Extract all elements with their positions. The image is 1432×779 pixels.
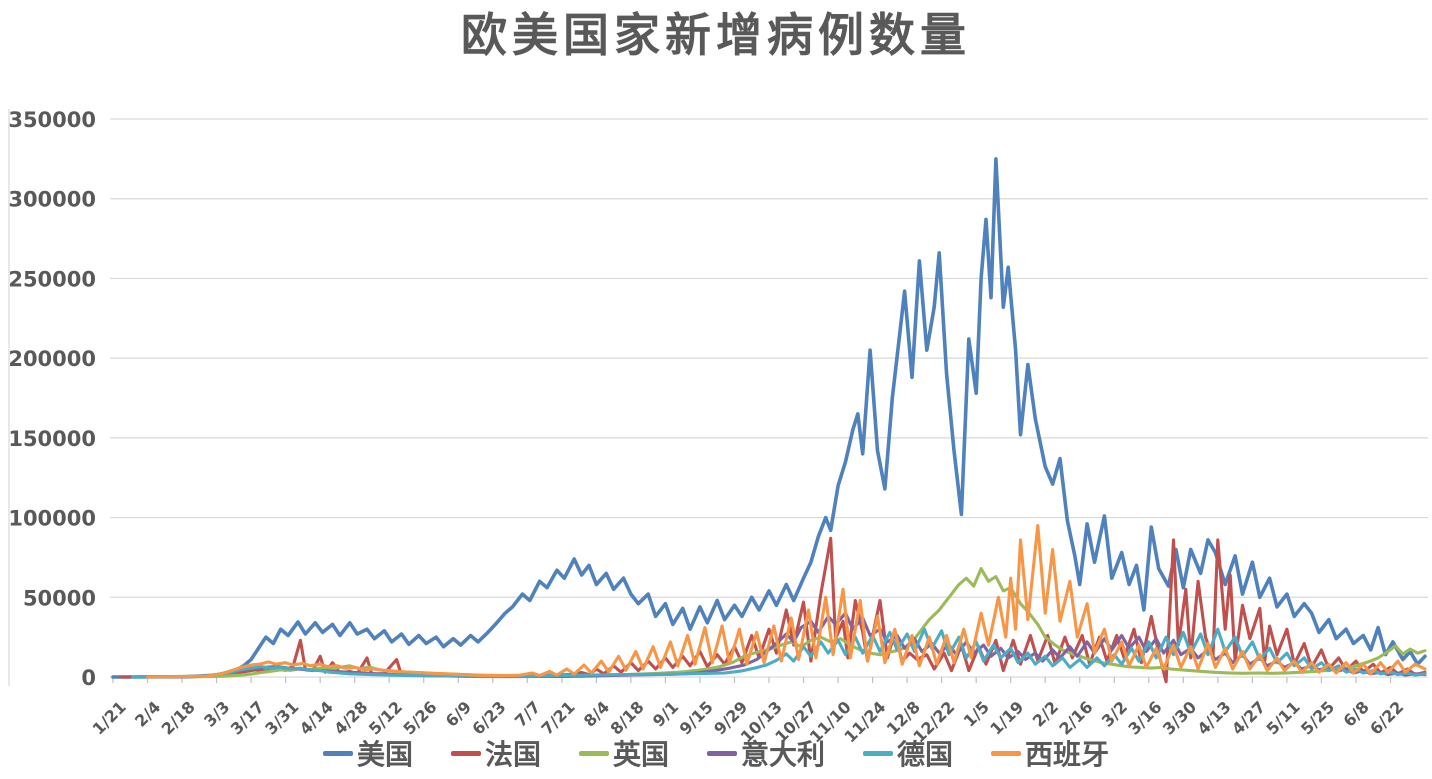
legend-item-usa: 美国 [322,733,413,773]
legend-swatch-usa [322,750,353,756]
series-line-spain [145,523,1427,679]
legend-label: 法国 [484,738,541,771]
y-axis-label: 0 [81,666,96,690]
y-axis-label: 200000 [8,347,96,371]
legend-swatch-uk [578,750,609,756]
legend-item-france: 法国 [450,733,541,773]
y-axis-label: 350000 [8,108,96,132]
legend-item-uk: 英国 [578,733,669,773]
legend-label: 西班牙 [1025,738,1110,771]
legend-label: 英国 [612,738,669,771]
legend-swatch-germany [863,750,894,756]
y-axis-label: 250000 [8,267,96,291]
legend: 美国 法国 英国 意大利 德国 西班牙 [0,733,1432,773]
chart-title: 欧美国家新增病例数量 [461,8,971,62]
legend-item-germany: 德国 [863,733,953,773]
legend-swatch-italy [707,750,737,756]
y-axis-label: 50000 [23,586,96,610]
y-axis-label: 100000 [8,507,96,531]
legend-item-spain: 西班牙 [991,733,1109,773]
series-line-usa [111,157,1427,679]
legend-item-italy: 意大利 [707,733,825,773]
legend-label: 意大利 [741,738,826,771]
y-axis-label: 300000 [8,188,96,212]
legend-label: 美国 [356,738,413,771]
y-axis-label: 150000 [8,427,96,451]
legend-swatch-france [450,750,481,756]
legend-swatch-spain [991,750,1022,756]
legend-label: 德国 [897,738,954,771]
